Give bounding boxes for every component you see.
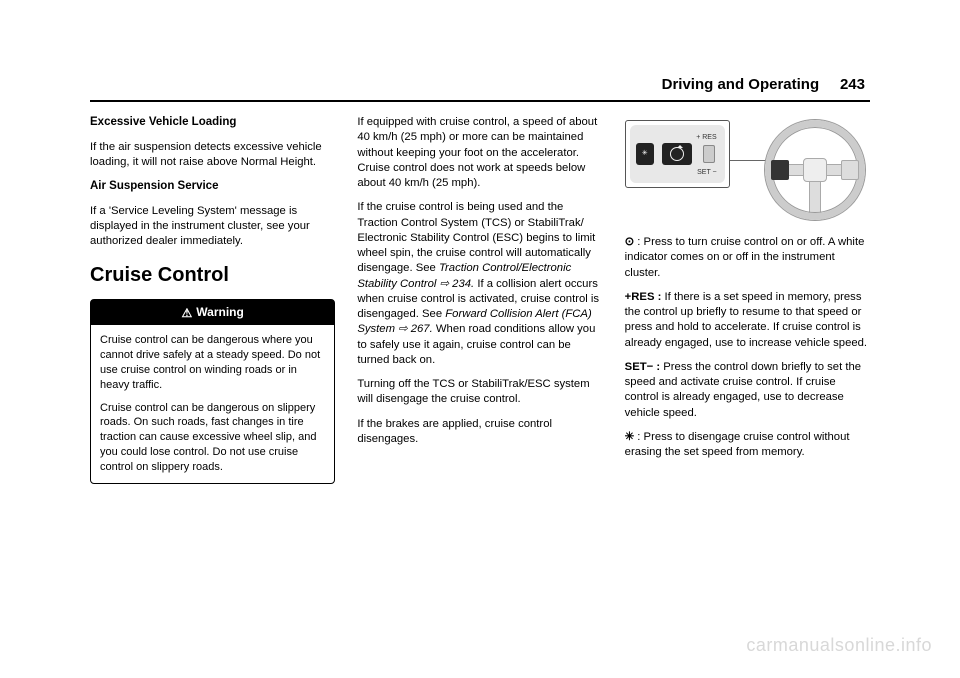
page-header: Driving and Operating 243 [662,76,865,93]
cruise-control-illustration: ✳ + RES SET − [625,115,870,225]
column-3: ✳ + RES SET − [625,115,870,618]
para-air-suspension-service: If a 'Service Leveling System' message i… [90,204,335,250]
para-set: SET− : Press the control down briefly to… [625,360,870,421]
warning-para-1: Cruise control can be dangerous where yo… [100,333,325,392]
wheel-left-control [771,160,789,180]
column-1: Excessive Vehicle Loading If the air sus… [90,115,335,618]
cancel-symbol: ✳ [625,431,634,443]
section-name: Driving and Operating [662,76,820,93]
page: Driving and Operating 243 Excessive Vehi… [0,0,960,678]
para-cc-tcs-off: Turning off the TCS or StabiliTrak/ESC s… [357,377,602,408]
set-symbol: SET− : [625,361,660,373]
warning-label: Warning [196,305,244,319]
warning-body: Cruise control can be dangerous where yo… [91,325,334,483]
para-excessive-loading: If the air suspension detects excessive … [90,140,335,171]
warning-header: ⚠Warning [91,300,334,325]
res-label: + RES [696,133,716,142]
onoff-symbol: ⊙ [625,236,634,248]
control-pad: ✳ + RES SET − [630,125,725,183]
heading-excessive-loading: Excessive Vehicle Loading [90,115,335,131]
para-cancel: ✳ : Press to disengage cruise control wi… [625,430,870,461]
content-columns: Excessive Vehicle Loading If the air sus… [90,115,870,618]
para-res: +RES : If there is a set speed in memory… [625,290,870,351]
warning-icon: ⚠ [182,305,193,321]
para-cc-brakes: If the brakes are applied, cruise contro… [357,417,602,448]
heading-cruise-control: Cruise Control [90,262,335,289]
para-cc-speed: If equipped with cruise control, a speed… [357,115,602,191]
warning-box: ⚠Warning Cruise control can be dangerous… [90,299,335,484]
cancel-button-graphic: ✳ [636,143,654,165]
para-onoff: ⊙ : Press to turn cruise control on or o… [625,235,870,281]
wheel-hub [803,158,827,182]
res-set-rocker [703,145,715,163]
res-symbol: +RES : [625,291,662,303]
steering-wheel-graphic [765,120,865,220]
warning-para-2: Cruise control can be dangerous on slipp… [100,401,325,475]
column-2: If equipped with cruise control, a speed… [357,115,602,618]
wheel-right-control [841,160,859,180]
heading-air-suspension-service: Air Suspension Service [90,179,335,195]
header-rule [90,100,870,102]
cruise-icon [670,147,684,161]
page-number: 243 [840,76,865,93]
set-label: SET − [697,168,717,177]
watermark: carmanualsonline.info [746,635,932,656]
control-zoom-panel: ✳ + RES SET − [625,120,730,188]
para-cc-tcs: If the cruise control is being used and … [357,200,602,368]
